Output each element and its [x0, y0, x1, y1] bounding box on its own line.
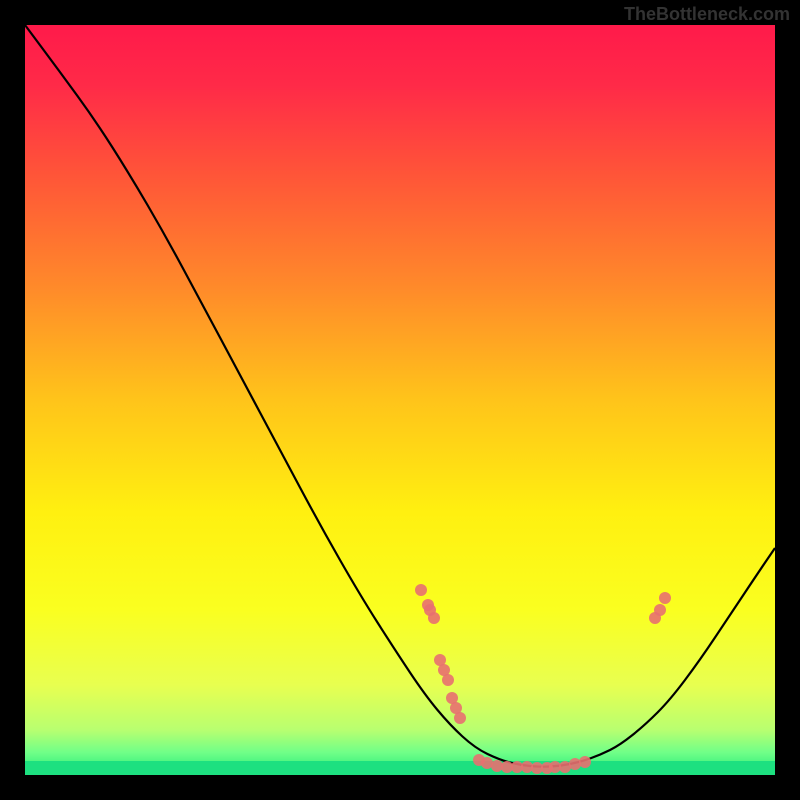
scatter-point: [649, 612, 661, 624]
scatter-point: [415, 584, 427, 596]
scatter-point: [424, 604, 436, 616]
bottleneck-curve-chart: [0, 0, 800, 800]
scatter-point: [442, 674, 454, 686]
plot-background: [25, 25, 775, 775]
scatter-point: [454, 712, 466, 724]
scatter-point: [659, 592, 671, 604]
green-band: [25, 761, 775, 775]
chart-frame: TheBottleneck.com: [0, 0, 800, 800]
watermark-text: TheBottleneck.com: [624, 4, 790, 25]
scatter-point: [579, 756, 591, 768]
scatter-point: [569, 758, 581, 770]
